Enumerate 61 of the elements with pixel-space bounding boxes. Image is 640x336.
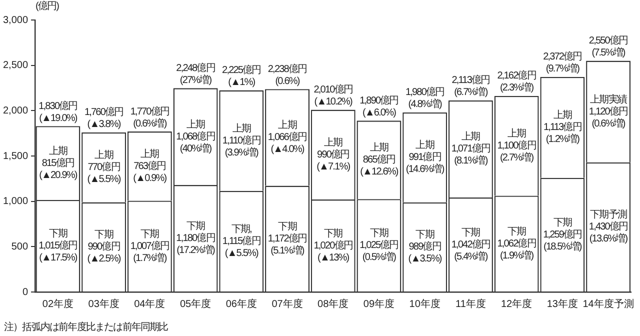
y-tick-label: 2,000	[2, 105, 28, 116]
data-label: 下期 1,062億円 (1.9%増)	[497, 225, 536, 262]
y-tick-label: 2,500	[2, 60, 28, 72]
x-tick-label: 12年度	[501, 298, 532, 310]
y-axis-title: (億円)	[35, 0, 60, 12]
total-label: 2,113億円 (6.7%増)	[452, 74, 490, 98]
data-label: 下期 990億円 (▲2.5%)	[87, 228, 121, 265]
data-label: 上期 1,110億円 (3.9%増)	[222, 122, 260, 158]
data-label: 上期 1,100億円 (2.7%増)	[497, 128, 536, 164]
data-label: 上期 815億円 (▲20.9%)	[39, 144, 78, 181]
data-label: 上期実績 1,120億円 (0.6%増)	[588, 93, 628, 130]
data-label: 上期 1,068億円 (40%増)	[176, 118, 215, 154]
total-label: 1,890億円 (▲6.0%)	[360, 94, 398, 118]
data-label: 下期 1,007億円 (1.7%増)	[130, 228, 170, 264]
total-label: 2,162億円 (2.3%増)	[497, 70, 536, 94]
x-tick-label: 04年度	[134, 298, 166, 310]
total-label: 1,760億円 (▲3.8%)	[84, 106, 124, 130]
x-tick-label: 10年度	[409, 298, 440, 310]
total-label: 2,010億円 (▲10.2%)	[314, 84, 353, 108]
data-label: 下期 1,172億円 (5.1%増)	[268, 220, 307, 256]
total-label: 1,830億円 (▲19.0%)	[38, 100, 78, 124]
x-tick-label: 14年度予測	[582, 298, 634, 310]
data-label: 下期 1,042億円 (5.4%増)	[451, 226, 490, 262]
data-label: 下期 1,180億円 (17.2%増)	[176, 220, 216, 256]
y-tick-label: 0	[22, 286, 28, 298]
total-label: 2,225億円 (▲1%)	[222, 64, 261, 88]
data-label: 下期 1,259億円 (18.5%増)	[543, 216, 582, 252]
data-label: 下期, 1,115億円 (▲5.5%)	[222, 222, 260, 259]
data-label: 上期 763億円 (▲0.9%)	[133, 148, 167, 184]
total-label: 2,372億円 (9.7%増)	[543, 50, 582, 75]
data-label: 上期 1,071億円 (8.1%増)	[451, 130, 490, 167]
x-tick-label: 05年度	[180, 298, 212, 310]
text: 注）括弧内は前年度比または前年同期比	[4, 321, 169, 333]
x-tick-label: 06年度	[226, 298, 257, 310]
data-label: 上期 990億円 (▲7.1%)	[316, 136, 350, 172]
y-tick-label: 500	[11, 241, 28, 252]
total-label: 2,550億円 (7.5%増)	[588, 34, 628, 59]
total-label: 2,238億円 (0.6%)	[268, 62, 307, 87]
x-tick-label: 13年度	[546, 298, 578, 310]
x-tick-label: 09年度	[363, 298, 395, 310]
data-label: 上期 1,066億円 (▲4.0%)	[268, 119, 307, 156]
x-tick-label: 08年度	[318, 298, 349, 310]
x-tick-label: 02年度	[42, 298, 74, 310]
data-label: 下期 1,015億円 (▲17.5%)	[38, 227, 78, 264]
y-tick-label: 3,000	[2, 14, 28, 26]
total-label: 2,248億円 (27%増)	[176, 62, 215, 86]
data-label: 上期 865億円 (▲12.6%)	[360, 142, 398, 178]
data-label: 下期 1,020億円 (▲13%)	[314, 227, 352, 264]
data-label: 上期 1,113億円 (1.2%増)	[543, 109, 582, 146]
total-label: 1,980億円 (4.8%増)	[405, 86, 444, 110]
data-label: 上期 770億円 (▲5.5%)	[87, 149, 121, 186]
data-label: 下期 989億円 (▲3.5%)	[408, 228, 442, 265]
x-tick-label: 07年度	[272, 298, 303, 310]
data-label: 下期予測 1,430億円 (13.6%増)	[588, 208, 628, 245]
data-label: 上期 991億円 (14.6%増)	[406, 139, 444, 176]
y-tick-label: 1,000	[2, 196, 28, 208]
data-label: 下期 1,025億円 (0.5%増)	[360, 227, 398, 264]
x-tick-label: 03年度	[88, 298, 120, 310]
total-label: 1,770億円 (0.6%増)	[130, 105, 170, 130]
y-tick-label: 1,500	[2, 150, 28, 162]
x-tick-label: 11年度	[456, 298, 486, 310]
